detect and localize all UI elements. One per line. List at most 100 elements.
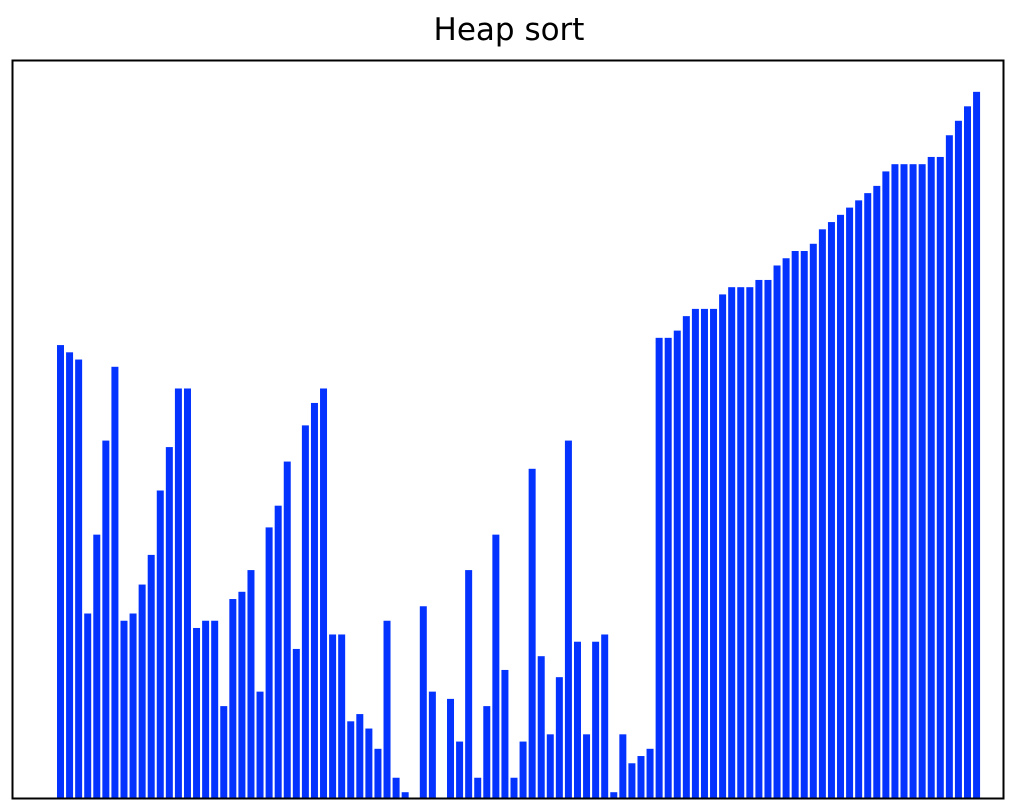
bar xyxy=(610,792,618,798)
bar xyxy=(447,698,455,798)
bar xyxy=(274,505,282,798)
bar xyxy=(737,287,745,798)
bar xyxy=(945,135,953,798)
bar xyxy=(900,164,908,798)
bar xyxy=(483,706,491,798)
bar xyxy=(365,728,373,798)
bar xyxy=(338,634,346,798)
bar xyxy=(818,229,826,798)
bar xyxy=(964,106,971,798)
bar xyxy=(220,706,228,798)
bar xyxy=(691,308,699,798)
bar xyxy=(882,171,890,799)
bar xyxy=(501,669,509,798)
bar xyxy=(428,691,436,798)
bar xyxy=(247,570,255,798)
bar xyxy=(555,677,563,798)
bar xyxy=(773,265,781,799)
bar xyxy=(356,714,364,798)
bar xyxy=(292,648,300,798)
bar xyxy=(519,741,527,798)
bar xyxy=(193,627,201,798)
bar xyxy=(84,613,92,798)
bar xyxy=(873,185,881,798)
bar xyxy=(936,156,944,798)
bar xyxy=(329,634,337,798)
bar xyxy=(510,777,518,798)
bars-group xyxy=(57,91,981,799)
bar xyxy=(601,634,609,798)
bar xyxy=(719,294,727,798)
bar xyxy=(202,620,210,798)
bar xyxy=(129,613,137,798)
bar xyxy=(383,620,391,798)
bar xyxy=(392,777,400,798)
bar xyxy=(855,200,863,799)
bar xyxy=(183,388,191,798)
bar xyxy=(664,337,672,798)
bar xyxy=(864,193,872,798)
bar xyxy=(846,207,854,799)
bar xyxy=(347,721,355,798)
bar xyxy=(973,91,981,799)
bar xyxy=(746,287,754,798)
bar xyxy=(120,620,128,798)
bar xyxy=(111,366,119,798)
bar xyxy=(211,620,219,798)
bar xyxy=(147,554,155,798)
bar xyxy=(809,243,817,798)
bar xyxy=(637,756,645,798)
bar xyxy=(283,461,291,798)
bar xyxy=(827,222,835,798)
bar xyxy=(301,425,309,798)
bar xyxy=(401,792,409,798)
bar xyxy=(628,763,636,798)
bar xyxy=(156,490,164,798)
bar xyxy=(229,599,237,798)
bar xyxy=(673,330,681,798)
bar xyxy=(138,584,146,798)
bar xyxy=(528,468,536,798)
bar xyxy=(791,251,799,798)
bar xyxy=(165,447,173,798)
bar xyxy=(93,534,101,798)
bar xyxy=(728,287,736,798)
bar xyxy=(619,734,627,798)
bar xyxy=(909,164,917,798)
plot-frame xyxy=(11,59,1005,800)
bar xyxy=(927,156,935,798)
bar xyxy=(57,345,64,798)
bar xyxy=(564,440,572,798)
bar xyxy=(456,741,464,798)
bar xyxy=(700,308,708,798)
bar xyxy=(573,641,581,798)
bar xyxy=(764,279,772,798)
chart-title: Heap sort xyxy=(433,12,585,48)
bar xyxy=(310,402,318,798)
bar xyxy=(800,251,808,798)
bar xyxy=(320,388,328,798)
bar xyxy=(546,734,554,798)
bar xyxy=(655,337,663,798)
bar xyxy=(174,388,182,798)
bar xyxy=(646,748,654,798)
bar xyxy=(265,527,273,798)
bar xyxy=(755,279,763,798)
bar xyxy=(374,748,382,798)
bar xyxy=(75,359,83,798)
bar xyxy=(954,120,962,798)
bar xyxy=(102,440,110,798)
bar xyxy=(492,534,500,798)
bar xyxy=(710,308,718,798)
bar xyxy=(419,606,427,798)
bar xyxy=(782,258,790,798)
bar xyxy=(583,734,591,798)
bar xyxy=(918,164,926,798)
bar xyxy=(682,316,690,798)
bar xyxy=(837,214,845,799)
bar xyxy=(256,691,264,798)
bar xyxy=(465,570,473,798)
bar xyxy=(891,164,899,798)
bar xyxy=(537,656,545,798)
